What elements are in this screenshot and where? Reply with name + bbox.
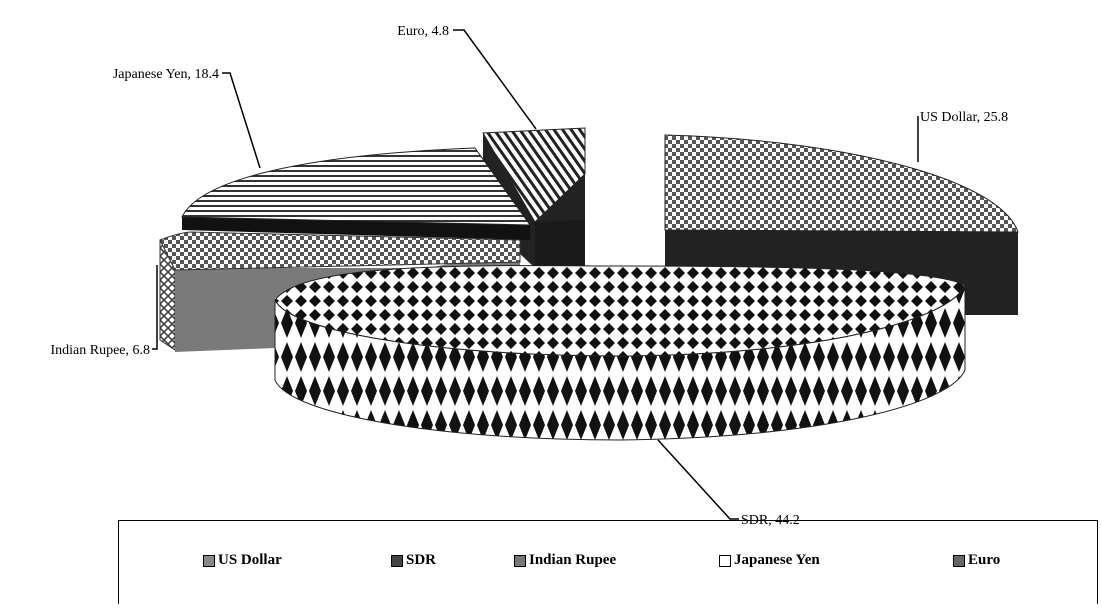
data-labels: Euro, 4.8 Japanese Yen, 18.4 US Dollar, … (50, 24, 1008, 528)
euro-top (482, 127, 586, 223)
yen-side (182, 217, 530, 240)
rupee-top (159, 231, 521, 271)
usd-top (664, 134, 1019, 233)
legend-item-indian-rupee: Indian Rupee (514, 552, 616, 569)
leader-sdr (657, 439, 739, 520)
leader-lines (152, 29, 919, 520)
legend-label-indian-rupee: Indian Rupee (529, 552, 617, 568)
legend-label-euro: Euro (968, 552, 1001, 568)
legend-label-us-dollar: US Dollar (218, 552, 282, 568)
legend-item-euro: Euro (953, 552, 1000, 569)
legend-item-sdr: SDR (391, 552, 436, 569)
legend-swatch-us-dollar (203, 554, 215, 567)
legend-swatch-japanese-yen (719, 554, 731, 567)
legend-swatch-indian-rupee (514, 554, 526, 567)
legend-swatch-euro (953, 554, 965, 567)
label-us-dollar: US Dollar, 25.8 (920, 110, 1008, 125)
leader-euro (453, 29, 537, 130)
legend-label-sdr: SDR (406, 552, 437, 568)
leader-indian-rupee (152, 265, 158, 350)
legend-label-japanese-yen: Japanese Yen (734, 552, 820, 568)
label-euro: Euro, 4.8 (397, 24, 449, 39)
legend-swatch-sdr (391, 554, 403, 567)
rupee-side-front (175, 250, 520, 352)
leader-japanese-yen (222, 72, 261, 169)
label-japanese-yen: Japanese Yen, 18.4 (113, 67, 219, 82)
slice-sdr (274, 265, 966, 441)
sdr-top (274, 265, 966, 357)
slice-japanese-yen (181, 147, 531, 240)
yen-top (181, 147, 531, 226)
label-indian-rupee: Indian Rupee, 6.8 (50, 343, 150, 358)
slice-indian-rupee (159, 231, 521, 352)
legend: US Dollar SDR Indian Rupee Japanese Yen … (118, 520, 1098, 604)
legend-item-japanese-yen: Japanese Yen (719, 552, 820, 569)
legend-item-us-dollar: US Dollar (203, 552, 282, 569)
